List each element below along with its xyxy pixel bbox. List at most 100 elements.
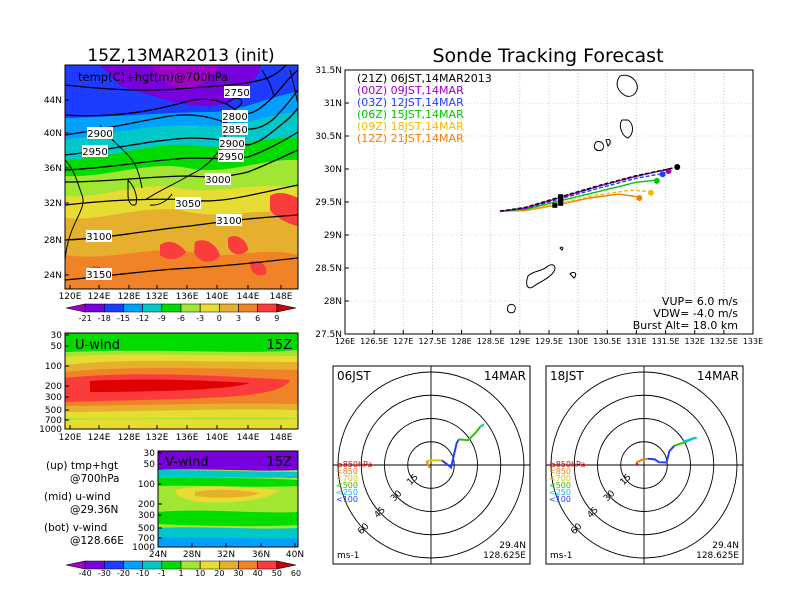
track-lines (499, 164, 681, 212)
lat-tick-label: 28N (183, 550, 201, 560)
lon-tick-label: 136E (176, 292, 199, 302)
level-legend-entry: <250 (336, 488, 358, 497)
lon-tick-label: 132E (146, 292, 169, 302)
hodograph-trace (458, 425, 482, 442)
colorbar-label: -21 (79, 314, 92, 323)
lat-tick-label: 24N (44, 271, 62, 281)
lon-tick-label: 136E (176, 433, 199, 443)
colorbar-swatch (104, 560, 124, 570)
colorbar-label: -40 (79, 569, 92, 578)
colorbar-label: -18 (98, 314, 111, 323)
colorbar-swatch (123, 303, 143, 313)
island-coastlines (507, 74, 638, 314)
level-legend-entry: <700 (336, 474, 358, 483)
lon-tick-label: 140E (206, 433, 229, 443)
note-line: @700hPa (70, 473, 120, 485)
lat-tick-label: 44N (44, 96, 62, 106)
lat-tick-label: 28N (324, 297, 342, 307)
track-endpoint (665, 167, 672, 174)
temperature-colorbar: -21 -18 -15 -12 -9 -6 -3 0 3 6 9 (65, 303, 297, 323)
colorbar-label: 10 (195, 569, 205, 578)
lat-tick-label: 36N (252, 550, 270, 560)
lat-tick-label: 24N (149, 550, 167, 560)
u-wind-time: 15Z (267, 338, 293, 353)
colorbar-label: 9 (274, 314, 279, 323)
lat-tick-label: 32N (44, 199, 62, 209)
track-line (499, 172, 664, 212)
track-endpoint (653, 177, 660, 184)
level-legend-entry: <850 (549, 467, 571, 476)
hodograph-unit: ms-1 (337, 551, 359, 561)
note-line: (mid) u-wind (44, 491, 111, 503)
colorbar-label: -6 (177, 314, 185, 323)
colorbar-swatch (180, 560, 201, 570)
pressure-tick-label: 30 (51, 331, 63, 341)
pressure-tick-label: 100 (138, 480, 155, 490)
burst-alt-text: Burst Alt= 18.0 km (633, 319, 738, 332)
contour-label: 3150 (86, 270, 111, 281)
hodograph-trace (635, 457, 649, 464)
track-lon-ticks: 126E 126.5E 127E 127.5E 128E 128.5E 129E 129.5E… (335, 330, 763, 346)
lon-tick-label: 128.5E (477, 337, 505, 346)
pressure-tick-label: 500 (138, 524, 155, 534)
lat-tick-label: 30N (324, 165, 342, 175)
note-line: @128.66E (70, 535, 124, 547)
hodograph-lon: 128.625E (483, 551, 526, 561)
pressure-tick-label: 200 (138, 500, 155, 510)
u-wind-label: U-wind (75, 338, 120, 353)
map-subtitle: temp(C)+hgt(m)@700hPa (78, 70, 228, 84)
contour-label: 2900 (219, 139, 244, 150)
pressure-tick-label: 300 (138, 511, 155, 521)
lat-tick-label: 32N (217, 550, 235, 560)
pressure-tick-label: 100 (45, 362, 62, 372)
contour-label: 3100 (86, 232, 111, 243)
lon-tick-label: 120E (59, 292, 82, 302)
colorbar-label: -12 (136, 314, 149, 323)
level-legend-entry: ≥850hPa (336, 460, 373, 469)
lon-tick-label: 126E (335, 337, 355, 346)
hodograph-lat: 29.4N (499, 541, 526, 551)
colorbar-swatch (65, 560, 86, 570)
colorbar-label: -1 (158, 569, 166, 578)
pressure-tick-label: 700 (45, 416, 62, 426)
pressure-tick-label: 500 (45, 406, 62, 416)
lon-tick-label: 124E (88, 292, 111, 302)
contour-label: 3050 (175, 199, 200, 210)
track-legend: (21Z) 06JST,14MAR2013(00Z) 09JST,14MAR (0… (357, 72, 492, 145)
colorbar-label: -15 (117, 314, 130, 323)
colorbar-swatch (161, 560, 182, 570)
colorbar-swatch (219, 560, 239, 570)
pressure-tick-label: 1000 (132, 543, 155, 553)
lon-tick-label: 132.5E (710, 337, 738, 346)
legend-entry: (21Z) 06JST,14MAR2013 (357, 72, 492, 85)
lat-tick-label: 27.5N (315, 330, 342, 340)
colorbar-swatch (84, 560, 105, 570)
colorbar-swatch (257, 303, 278, 313)
lon-tick-label: 124E (88, 433, 111, 443)
legend-entry: (12Z) 21JST,14MAR (357, 132, 464, 145)
colorbar-swatch (161, 303, 182, 313)
colorbar-label: 40 (253, 569, 263, 578)
legend-entry: (00Z) 09JST,14MAR (357, 84, 464, 97)
v-wind-time: 15Z (267, 455, 293, 470)
lat-tick-label: 40N (286, 550, 304, 560)
pressure-tick-label: 200 (45, 382, 62, 392)
hodograph-trace (647, 445, 675, 464)
lat-tick-label: 28N (44, 236, 62, 246)
track-endpoint (648, 189, 654, 196)
lat-tick-label: 28.5N (315, 264, 342, 274)
colorbar-label: 3 (236, 314, 241, 323)
colorbar-label: -9 (158, 314, 166, 323)
legend-entry: (09Z) 18JST,14MAR (357, 120, 464, 133)
v-wind-label: V-wind (165, 455, 209, 470)
colorbar-swatch (180, 303, 201, 313)
contour-label: 2800 (222, 112, 247, 123)
contour-label: 2950 (82, 147, 107, 158)
lon-tick-label: 130E (568, 337, 588, 346)
lon-tick-label: 129.5E (535, 337, 563, 346)
colorbar-label: 1 (178, 569, 183, 578)
